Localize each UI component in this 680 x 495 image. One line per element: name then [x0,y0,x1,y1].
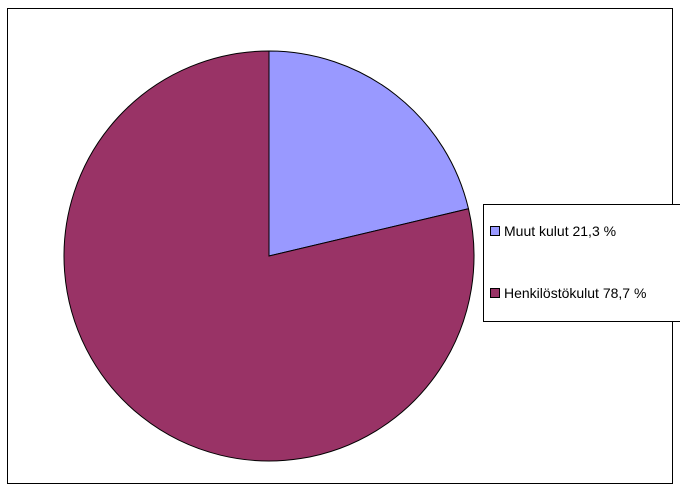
legend-swatch-muut-kulut [490,226,500,236]
legend: Muut kulut 21,3 % Henkilöstökulut 78,7 % [483,204,680,322]
legend-item-muut-kulut: Muut kulut 21,3 % [490,223,616,239]
pie-slice-muut-kulut [268,50,470,257]
legend-item-henkilostokulut: Henkilöstökulut 78,7 % [490,285,646,301]
pie-slice-henkilostokulut [63,50,475,462]
legend-swatch-henkilostokulut [490,288,500,298]
legend-label-henkilostokulut: Henkilöstökulut 78,7 % [504,285,647,301]
legend-label-muut-kulut: Muut kulut 21,3 % [504,223,617,239]
